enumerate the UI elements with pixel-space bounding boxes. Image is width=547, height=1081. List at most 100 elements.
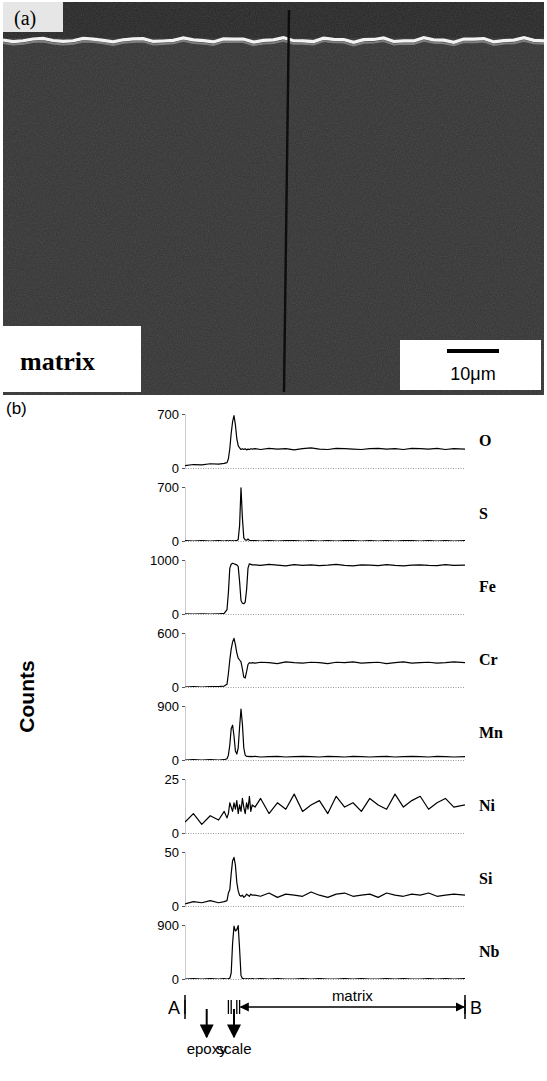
y-tick-mark (182, 614, 185, 615)
panel-b: (b)0700O0700S01000Fe0600Cr0900Mn025Ni050… (6, 399, 503, 1057)
x-axis (186, 760, 466, 761)
element-label: Cr (479, 651, 498, 668)
profile-line (185, 638, 465, 687)
x-axis-line (186, 760, 466, 761)
region-end-bar (228, 1000, 229, 1014)
y-axis: 0 900 (157, 918, 185, 987)
y-tick: 0 (172, 753, 185, 768)
y-axis-line (185, 780, 186, 834)
profile-4: 0900Mn (157, 699, 503, 768)
y-axis: 0 600 (157, 626, 185, 695)
y-tick-label: 0 (172, 899, 179, 914)
region-end-bar (236, 1000, 237, 1014)
scan-end-bar (464, 995, 466, 1019)
x-axis (186, 687, 466, 688)
y-tick: 600 (157, 626, 185, 641)
plot-area (185, 638, 465, 687)
region-pointer (206, 1009, 208, 1037)
x-axis-line (186, 614, 466, 615)
y-axis: 0 50 (165, 845, 186, 914)
plot-area (185, 416, 465, 466)
region-start-bar (231, 1000, 232, 1014)
y-tick-mark (182, 541, 185, 542)
y-axis-line (185, 634, 186, 688)
profile-line (185, 857, 465, 903)
micrograph-texture (3, 2, 544, 395)
y-tick: 1000 (150, 553, 185, 568)
scale-bar-box (400, 340, 541, 390)
x-axis-line (186, 833, 466, 834)
x-axis-line (186, 687, 466, 688)
scan-start-label: A (168, 998, 180, 1018)
element-label: Nb (479, 943, 500, 960)
plot-area (185, 926, 465, 979)
scan-start-bar (184, 995, 186, 1019)
y-tick: 0 (172, 534, 185, 549)
y-tick-label: 700 (157, 480, 179, 495)
scan-line (284, 10, 289, 392)
y-tick-mark (182, 760, 185, 761)
x-axis-line (186, 468, 466, 469)
y-tick-label: 0 (172, 461, 179, 476)
y-tick-mark (182, 925, 185, 926)
region: scale (216, 1000, 251, 1057)
profile-0: 0 700 O (157, 407, 491, 476)
figure-canvas: (a)matrix10μm(b)0700O0700S01000Fe0600Cr0… (0, 0, 547, 1081)
panel-a-label: (a) (14, 7, 36, 30)
y-tick-label: 0 (172, 826, 179, 841)
region-label: scale (216, 1040, 251, 1057)
y-tick: 0 (172, 607, 185, 622)
plot-area (185, 857, 465, 903)
y-tick-mark (182, 487, 185, 488)
panel-b-label: (b) (6, 399, 27, 418)
plot-area (185, 563, 465, 614)
x-axis (186, 979, 466, 980)
scan-annotation: ABepoxyscalematrix (168, 987, 482, 1057)
element-label: Fe (479, 578, 496, 595)
profile-2: 0 1000 Fe (150, 553, 496, 622)
x-axis-line (186, 906, 466, 907)
profile-line (185, 709, 465, 760)
region: matrix (240, 987, 465, 1014)
y-tick-label: 50 (165, 845, 179, 860)
region-pointer (233, 1009, 235, 1037)
y-tick: 0 (172, 972, 185, 987)
y-tick: 0 (172, 461, 185, 476)
y-tick-label: 900 (157, 918, 179, 933)
y-axis-line (185, 488, 186, 542)
y-tick-mark (182, 979, 185, 980)
profile-5: 025Ni (165, 772, 496, 841)
profile-line (185, 926, 465, 979)
scale-layer-glow (3, 41, 544, 46)
profile-6: 050Si (165, 845, 493, 914)
scan-end-label: B (470, 998, 482, 1018)
y-tick-label: 700 (157, 407, 179, 422)
element-label: O (479, 432, 491, 449)
x-axis (186, 614, 466, 615)
element-label: S (479, 505, 488, 522)
y-tick: 700 (157, 407, 185, 422)
y-tick-mark (182, 852, 185, 853)
y-tick-mark (182, 560, 185, 561)
y-tick: 0 (172, 680, 185, 695)
profile-1: 0 700 S (157, 480, 488, 549)
x-axis (186, 906, 466, 907)
region-arrow (241, 1006, 464, 1007)
profile-line (185, 488, 465, 541)
profile-line (185, 416, 465, 466)
y-tick-label: 600 (157, 626, 179, 641)
matrix-label: matrix (20, 347, 95, 376)
y-tick: 700 (157, 480, 185, 495)
y-tick-mark (182, 687, 185, 688)
y-tick: 900 (157, 918, 185, 933)
y-axis: 0 25 (165, 772, 186, 841)
figure: (a)matrix10μm(b)0700O0700S01000Fe0600Cr0… (0, 0, 547, 1081)
scale-bar (447, 349, 499, 353)
y-axis: 0900 (157, 699, 185, 768)
micrograph-background (3, 2, 544, 395)
x-axis-line (186, 979, 466, 980)
y-tick: 25 (165, 772, 185, 787)
y-tick-mark (182, 706, 185, 707)
y-tick-label: 0 (172, 972, 179, 987)
y-tick-label: 1000 (150, 553, 179, 568)
